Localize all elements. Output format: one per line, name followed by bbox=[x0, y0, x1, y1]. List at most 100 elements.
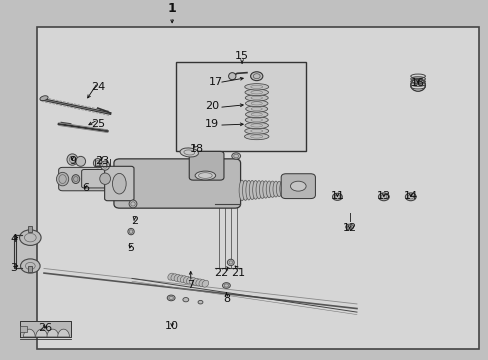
Text: 22: 22 bbox=[214, 268, 228, 278]
Ellipse shape bbox=[167, 273, 174, 280]
Text: 24: 24 bbox=[90, 81, 105, 91]
Polygon shape bbox=[58, 329, 69, 337]
Polygon shape bbox=[20, 326, 27, 332]
Ellipse shape bbox=[199, 280, 205, 287]
Ellipse shape bbox=[127, 228, 134, 235]
Text: 19: 19 bbox=[204, 119, 219, 129]
FancyBboxPatch shape bbox=[104, 166, 134, 201]
Ellipse shape bbox=[76, 156, 85, 166]
Ellipse shape bbox=[244, 128, 268, 134]
Ellipse shape bbox=[332, 193, 342, 201]
Ellipse shape bbox=[40, 96, 48, 101]
Ellipse shape bbox=[227, 259, 234, 266]
Ellipse shape bbox=[198, 300, 203, 304]
Text: 6: 6 bbox=[82, 183, 89, 193]
Ellipse shape bbox=[167, 295, 175, 301]
Text: 12: 12 bbox=[342, 224, 356, 233]
Ellipse shape bbox=[244, 84, 268, 90]
Text: 1: 1 bbox=[167, 2, 176, 15]
Ellipse shape bbox=[129, 200, 137, 208]
Text: 7: 7 bbox=[187, 280, 194, 290]
Circle shape bbox=[20, 230, 41, 246]
Ellipse shape bbox=[244, 117, 268, 123]
Ellipse shape bbox=[244, 133, 268, 140]
FancyBboxPatch shape bbox=[59, 167, 108, 191]
Text: 17: 17 bbox=[208, 77, 222, 86]
Ellipse shape bbox=[222, 283, 230, 288]
Ellipse shape bbox=[244, 95, 268, 101]
Ellipse shape bbox=[244, 122, 268, 129]
Polygon shape bbox=[23, 329, 35, 337]
Text: 10: 10 bbox=[165, 321, 179, 331]
Ellipse shape bbox=[180, 276, 186, 283]
Ellipse shape bbox=[189, 278, 196, 285]
Text: 14: 14 bbox=[403, 192, 417, 202]
Ellipse shape bbox=[405, 193, 415, 201]
Text: 2: 2 bbox=[131, 216, 138, 226]
Ellipse shape bbox=[112, 174, 126, 194]
Polygon shape bbox=[20, 321, 71, 337]
Ellipse shape bbox=[378, 193, 388, 201]
Ellipse shape bbox=[180, 148, 198, 157]
FancyBboxPatch shape bbox=[281, 174, 315, 199]
Ellipse shape bbox=[183, 298, 188, 302]
Ellipse shape bbox=[245, 111, 267, 118]
Text: 20: 20 bbox=[204, 102, 219, 111]
Ellipse shape bbox=[171, 274, 177, 281]
Ellipse shape bbox=[93, 158, 102, 168]
Ellipse shape bbox=[242, 180, 248, 200]
Ellipse shape bbox=[269, 181, 275, 197]
Ellipse shape bbox=[195, 171, 215, 180]
Ellipse shape bbox=[283, 181, 288, 196]
Ellipse shape bbox=[290, 181, 305, 191]
Ellipse shape bbox=[272, 181, 278, 197]
Ellipse shape bbox=[195, 279, 202, 286]
Ellipse shape bbox=[245, 180, 251, 200]
Text: 18: 18 bbox=[189, 144, 203, 154]
Ellipse shape bbox=[228, 73, 235, 80]
Ellipse shape bbox=[231, 153, 240, 159]
Ellipse shape bbox=[265, 181, 271, 198]
Ellipse shape bbox=[174, 274, 181, 282]
Ellipse shape bbox=[239, 180, 244, 201]
Ellipse shape bbox=[249, 180, 255, 199]
Text: 9: 9 bbox=[69, 156, 76, 166]
Ellipse shape bbox=[100, 173, 110, 184]
Ellipse shape bbox=[276, 181, 282, 197]
Text: 15: 15 bbox=[235, 51, 248, 61]
Text: 8: 8 bbox=[223, 294, 229, 304]
Ellipse shape bbox=[259, 181, 265, 198]
Bar bbox=[176, 62, 305, 151]
FancyBboxPatch shape bbox=[114, 159, 240, 208]
Bar bbox=[28, 226, 32, 232]
FancyBboxPatch shape bbox=[189, 152, 224, 180]
Text: 23: 23 bbox=[95, 156, 108, 166]
Ellipse shape bbox=[245, 106, 267, 112]
Ellipse shape bbox=[256, 181, 262, 199]
Ellipse shape bbox=[183, 276, 190, 283]
Ellipse shape bbox=[101, 161, 109, 170]
Text: 11: 11 bbox=[330, 192, 344, 202]
Text: 26: 26 bbox=[38, 323, 52, 333]
Ellipse shape bbox=[250, 72, 263, 81]
Ellipse shape bbox=[244, 89, 268, 95]
Ellipse shape bbox=[252, 180, 258, 199]
Polygon shape bbox=[36, 329, 47, 337]
Ellipse shape bbox=[177, 275, 183, 282]
Polygon shape bbox=[47, 329, 59, 337]
Ellipse shape bbox=[192, 278, 199, 285]
Ellipse shape bbox=[262, 181, 268, 198]
Text: 25: 25 bbox=[91, 119, 104, 129]
Text: 4: 4 bbox=[10, 234, 17, 244]
FancyBboxPatch shape bbox=[81, 170, 118, 188]
Bar bbox=[28, 266, 32, 272]
Ellipse shape bbox=[345, 224, 353, 230]
Ellipse shape bbox=[186, 277, 193, 284]
Text: 16: 16 bbox=[410, 78, 424, 88]
Text: 5: 5 bbox=[127, 243, 134, 253]
Ellipse shape bbox=[202, 280, 208, 287]
Ellipse shape bbox=[67, 154, 78, 165]
Text: 3: 3 bbox=[10, 263, 17, 273]
Ellipse shape bbox=[279, 181, 285, 196]
Ellipse shape bbox=[72, 175, 80, 184]
